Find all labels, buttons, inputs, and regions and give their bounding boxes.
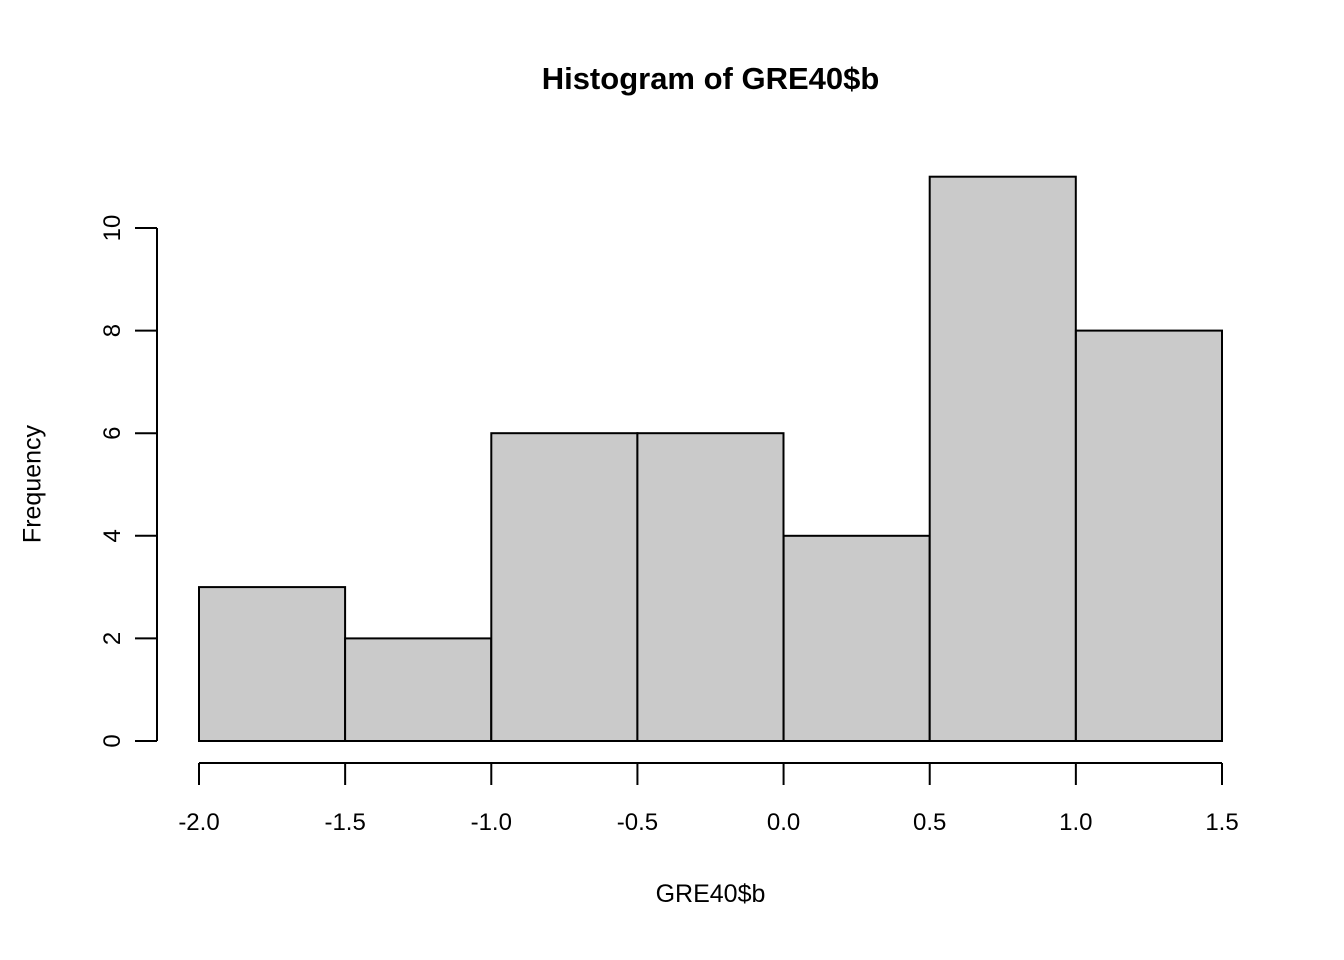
y-axis-tick-label: 6 xyxy=(99,427,126,440)
histogram-bar xyxy=(198,586,347,742)
x-axis-tick-label: -1.0 xyxy=(471,809,512,836)
histogram-bar xyxy=(782,534,931,742)
histogram-bar xyxy=(636,432,785,742)
x-axis-tick-label: -0.5 xyxy=(617,809,658,836)
x-axis-title: GRE40$b xyxy=(655,880,766,908)
x-axis-tick-label: -1.5 xyxy=(324,809,365,836)
y-axis-tick-label: 8 xyxy=(99,324,126,337)
histogram-bar xyxy=(344,637,493,743)
y-axis-title: Frequency xyxy=(18,424,47,544)
y-axis-tick-label: 10 xyxy=(99,215,126,242)
histogram-bar xyxy=(928,175,1077,742)
histogram-bar xyxy=(1074,329,1224,742)
y-axis-tick-label: 2 xyxy=(99,632,126,645)
chart-title: Histogram of GRE40$b xyxy=(541,61,880,96)
x-axis-tick-label: 0.5 xyxy=(913,809,946,836)
histogram-bar xyxy=(490,432,639,742)
y-axis-tick-label: 0 xyxy=(99,734,126,747)
x-axis-tick-label: 1.5 xyxy=(1205,809,1238,836)
x-axis-tick-label: -2.0 xyxy=(178,809,219,836)
x-axis-tick-label: 0.0 xyxy=(767,809,800,836)
x-axis-tick-label: 1.0 xyxy=(1059,809,1092,836)
y-axis-tick-label: 4 xyxy=(99,529,126,542)
